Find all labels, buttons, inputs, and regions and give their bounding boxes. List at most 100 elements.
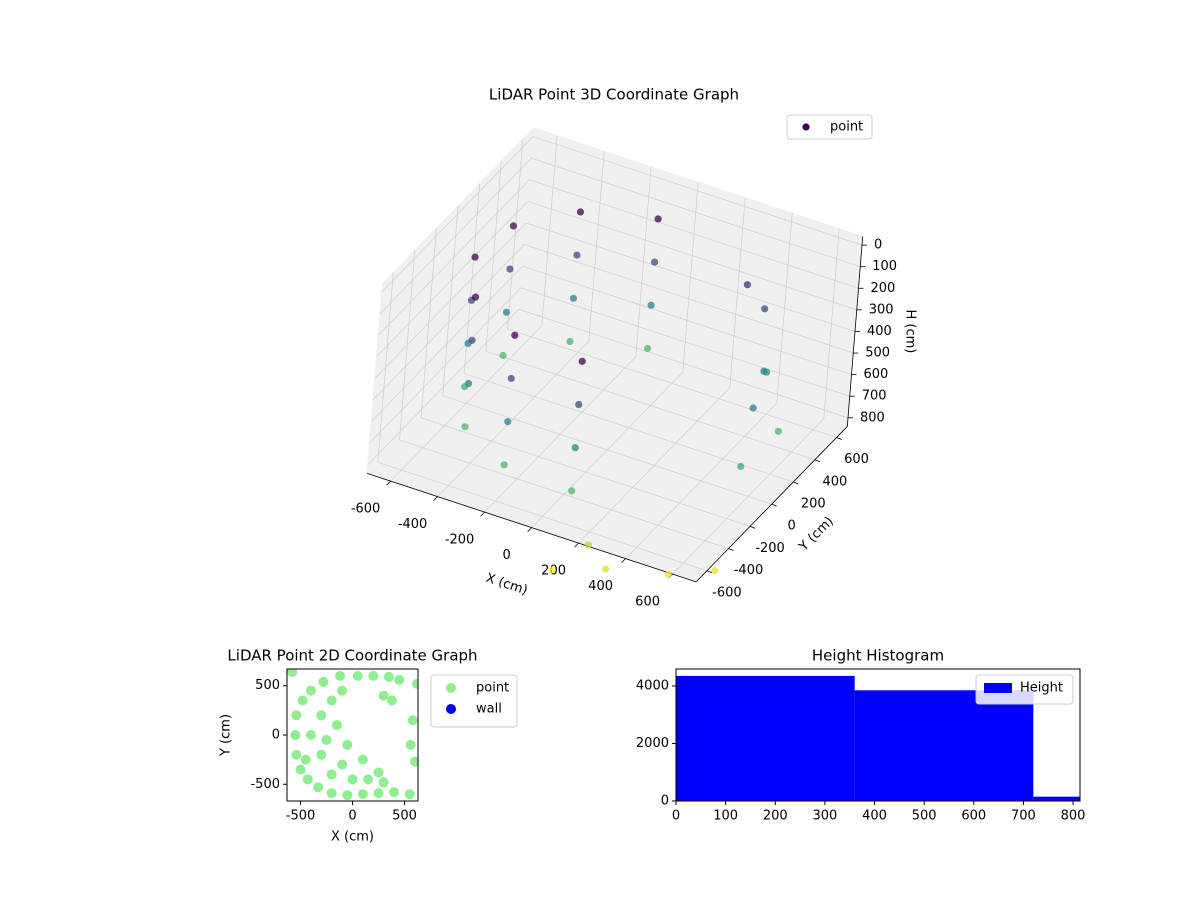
point bbox=[321, 734, 332, 745]
x-tick-label: 200 bbox=[763, 809, 788, 824]
grid-line bbox=[507, 328, 837, 438]
point bbox=[643, 344, 652, 353]
y-tick-label: 0 bbox=[788, 519, 796, 534]
x-tick-label: 600 bbox=[961, 809, 986, 824]
tick-mark bbox=[771, 503, 777, 507]
point bbox=[300, 754, 311, 765]
point bbox=[305, 685, 316, 696]
grid-line bbox=[377, 461, 708, 572]
point bbox=[509, 222, 518, 230]
point bbox=[297, 695, 308, 706]
point bbox=[290, 730, 301, 740]
x-tick-label: 400 bbox=[588, 579, 613, 594]
point bbox=[318, 676, 329, 687]
point bbox=[664, 570, 672, 578]
point bbox=[389, 787, 400, 798]
point bbox=[357, 789, 368, 800]
y-axis-label: Y (cm) bbox=[219, 714, 234, 757]
point bbox=[569, 294, 578, 302]
x-tick-label: 0 bbox=[502, 548, 510, 563]
point bbox=[584, 541, 592, 549]
point bbox=[373, 767, 384, 778]
x-tick-label: 500 bbox=[912, 809, 937, 824]
point bbox=[749, 404, 757, 412]
x-tick-label: 100 bbox=[713, 809, 738, 824]
point bbox=[774, 427, 782, 435]
point bbox=[743, 281, 752, 289]
grid-line bbox=[529, 179, 859, 289]
z-axis-line bbox=[846, 236, 864, 427]
point bbox=[573, 251, 581, 259]
point bbox=[405, 739, 416, 750]
grid-line bbox=[399, 439, 729, 549]
point bbox=[342, 790, 353, 801]
grid-line bbox=[520, 287, 850, 397]
y-tick-label: 2000 bbox=[636, 736, 669, 751]
point bbox=[507, 374, 515, 383]
point bbox=[511, 331, 519, 339]
grid-line bbox=[524, 244, 854, 354]
point bbox=[654, 215, 662, 223]
point bbox=[578, 357, 586, 365]
y-tick-label: 0 bbox=[272, 728, 280, 743]
grid-line bbox=[378, 179, 530, 336]
legend-label: point bbox=[476, 681, 509, 696]
point bbox=[337, 759, 348, 770]
point bbox=[313, 782, 324, 793]
point bbox=[568, 487, 576, 495]
point bbox=[576, 208, 585, 216]
z-tick-label: 700 bbox=[862, 389, 887, 404]
y-tick-label: 200 bbox=[801, 496, 826, 511]
point bbox=[548, 566, 556, 574]
legend-marker bbox=[984, 683, 1012, 693]
point bbox=[464, 379, 473, 388]
y-tick-label: -400 bbox=[734, 563, 764, 578]
z-tick-label: 200 bbox=[871, 281, 896, 296]
chart-title: LiDAR Point 2D Coordinate Graph bbox=[227, 647, 477, 665]
grid-line bbox=[376, 201, 529, 358]
tick-mark bbox=[706, 570, 713, 574]
grid-line bbox=[525, 222, 856, 332]
y-tick-label: 0 bbox=[661, 794, 669, 809]
point bbox=[378, 690, 389, 701]
point bbox=[335, 670, 346, 681]
point bbox=[302, 774, 313, 785]
point bbox=[471, 253, 479, 261]
chart-title: Height Histogram bbox=[812, 647, 944, 665]
grid-line bbox=[369, 287, 522, 444]
z-tick-label: 400 bbox=[867, 324, 892, 339]
y-tick-label: 600 bbox=[844, 452, 869, 467]
x-tick-label: 800 bbox=[1061, 809, 1086, 824]
point bbox=[647, 301, 655, 309]
point bbox=[305, 730, 316, 740]
point bbox=[347, 774, 358, 785]
chart-title: LiDAR Point 3D Coordinate Graph bbox=[489, 86, 739, 104]
grid-line bbox=[527, 200, 857, 311]
point bbox=[468, 336, 476, 344]
bar bbox=[676, 675, 855, 801]
point bbox=[571, 444, 579, 452]
point bbox=[373, 788, 384, 799]
grid-line bbox=[442, 395, 772, 505]
point bbox=[411, 678, 418, 689]
y-tick-label: 4000 bbox=[636, 678, 669, 693]
point bbox=[409, 756, 418, 767]
point bbox=[326, 695, 337, 706]
grid-line bbox=[485, 350, 816, 461]
point bbox=[471, 293, 480, 301]
legend-marker bbox=[446, 683, 456, 693]
point bbox=[295, 764, 306, 775]
point bbox=[711, 566, 719, 575]
x-tick-label: 0 bbox=[348, 809, 356, 824]
legend-label: Height bbox=[1020, 681, 1063, 696]
point bbox=[337, 685, 348, 696]
x-tick-label: -500 bbox=[286, 809, 316, 824]
point bbox=[326, 788, 337, 799]
grid-line bbox=[379, 157, 532, 314]
y-tick-label: 400 bbox=[822, 474, 847, 489]
point bbox=[566, 337, 574, 346]
legend-label: wall bbox=[476, 702, 502, 717]
y-tick-label: -200 bbox=[755, 541, 785, 556]
tick-mark bbox=[793, 481, 799, 485]
